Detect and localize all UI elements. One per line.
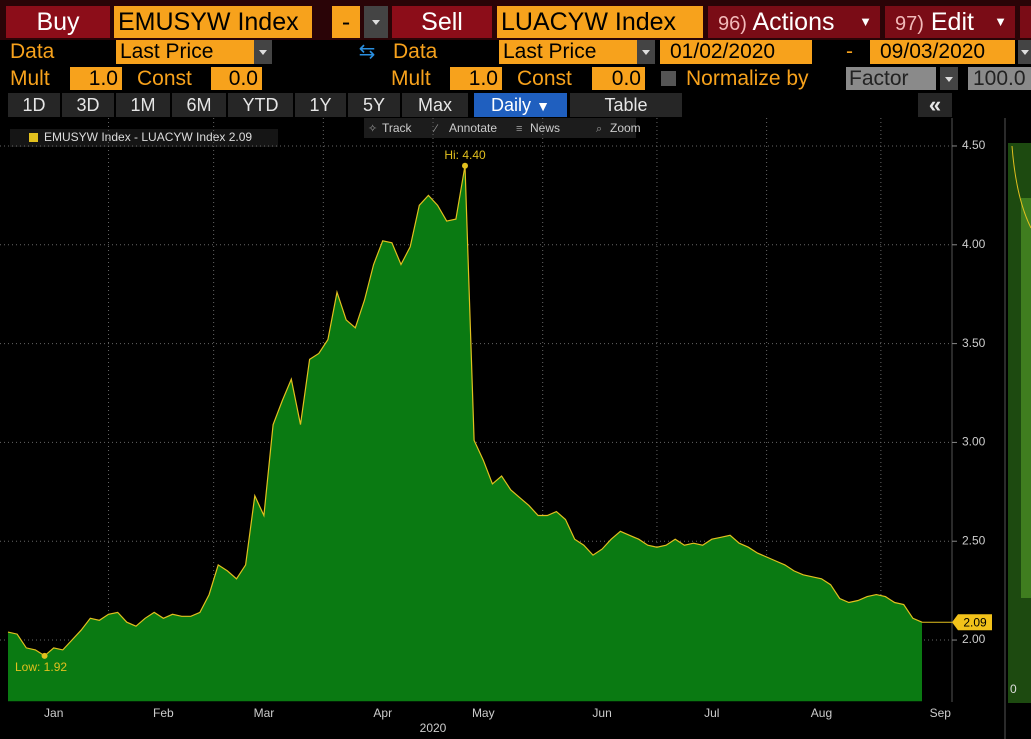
tool-label: Annotate [449,121,497,135]
chart-tool[interactable]: ∕ Annotate [432,121,497,135]
frequency-button[interactable]: Daily ▼ [474,93,567,117]
last-value-label: 2.09 [963,615,987,629]
period-tab[interactable]: 6M [172,93,226,117]
chart-tool[interactable]: ≡ News [516,121,560,135]
x-tick-label: Sep [930,706,952,720]
period-tab[interactable]: 1Y [295,93,346,117]
y-tick-label: 3.00 [962,435,986,449]
date-field[interactable]: 01/02/2020 [660,40,812,64]
x-tick-label: Apr [373,706,392,720]
y-tick-label: 3.50 [962,336,986,350]
dropdown[interactable] [637,40,655,64]
y-tick-label: 2.50 [962,533,986,547]
legend-label: EMUSYW Index - LUACYW Index 2.09 [44,130,252,144]
menu-label: Edit [930,8,974,36]
period-tab[interactable]: YTD [228,93,293,117]
side-panel-line [1011,145,1031,229]
field[interactable]: 0.0 [211,67,262,90]
legend-swatch [29,133,38,142]
side-panel-label: 0 [1010,682,1017,696]
high-label: Hi: 4.40 [444,148,486,162]
period-tab[interactable]: 1D [8,93,60,117]
label: Normalize by [686,67,809,90]
field[interactable]: Factor [846,67,936,90]
label: Const [517,67,572,90]
collapse-button[interactable]: « [918,93,952,117]
period-tab[interactable]: Max [402,93,468,117]
label: Data [10,40,55,63]
buy-button[interactable]: Buy [6,6,110,38]
chart-toolbar [364,118,636,138]
field[interactable]: 1.0 [450,67,502,90]
tool-icon: ≡ [516,123,522,135]
x-tick-label: Feb [153,706,174,720]
x-tick-label: May [472,706,495,720]
chart-tool[interactable]: ✧ Track [368,121,413,135]
low-label: Low: 1.92 [15,660,67,674]
field[interactable]: 100.0 [968,67,1031,90]
tool-icon: ✧ [368,123,377,135]
period-tab[interactable]: 1M [116,93,170,117]
y-tick-label: 4.00 [962,237,986,251]
tool-icon: ∕ [432,123,439,135]
chart: 0 EMUSYW Index - LUACYW Index 2.09 ✧ Trac… [0,118,1031,739]
x-axis-year: 2020 [420,721,447,735]
tool-icon: ⌕ [596,123,602,135]
menu-label: Actions [752,8,835,36]
field[interactable]: Last Price [499,40,637,64]
security-field[interactable]: EMUSYW Index [114,6,312,38]
field[interactable]: 0.0 [592,67,645,90]
field[interactable]: Last Price [116,40,254,64]
security-field[interactable]: LUACYW Index [497,6,703,38]
dropdown[interactable] [940,67,958,90]
checkbox[interactable] [661,71,676,86]
operator-field[interactable]: - [332,6,360,38]
tool-label: Track [382,121,413,135]
dropdown[interactable] [364,6,388,38]
side-panel-area [1021,198,1031,598]
label: Mult [10,67,50,90]
menu-number: 97) [895,13,924,35]
x-tick-label: Aug [811,706,832,720]
edit-menu[interactable]: 97) Edit ▼ [885,6,1015,38]
calendar[interactable] [1018,40,1031,64]
menu-number: 96) [718,13,747,35]
table-button[interactable]: Table [570,93,682,117]
label: Data [393,40,438,63]
x-tick-label: Jan [44,706,63,720]
frequency-label: Daily [491,95,532,115]
tool-label: News [530,121,560,135]
chart-tool[interactable]: ⌕ Zoom [596,121,641,135]
last-value-badge [952,614,992,631]
period-tab[interactable]: 5Y [348,93,400,117]
actions-menu[interactable]: 96) Actions ▼ [708,6,880,38]
high-marker [462,162,468,169]
y-tick-label: 4.50 [962,138,986,152]
low-marker [41,652,48,659]
x-tick-label: Jul [704,706,719,720]
sell-button[interactable]: Sell [392,6,492,38]
field[interactable]: 1.0 [70,67,122,90]
chart-tools: ✧ Track ∕ Annotate ≡ News ⌕ Zoom [368,121,641,135]
x-tick-label: Mar [254,706,275,720]
dropdown[interactable] [254,40,272,64]
tool-label: Zoom [610,121,641,135]
label: Const [137,67,192,90]
area [8,165,922,702]
y-tick-label: 2.00 [962,632,986,646]
legend-name: EMUSYW Index - LUACYW Index [44,130,225,144]
separator: - [846,40,853,63]
menu-stub [1020,6,1031,38]
legend-box [10,129,278,147]
label: Mult [391,67,431,90]
x-tick-label: Jun [592,706,611,720]
swap-icon[interactable]: ⇆ [358,41,376,63]
date-field[interactable]: 09/03/2020 [870,40,1015,64]
legend-value: 2.09 [229,130,253,144]
period-tab[interactable]: 3D [62,93,114,117]
